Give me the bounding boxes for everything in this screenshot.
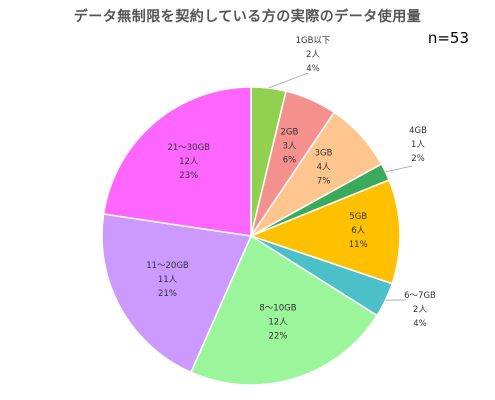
slice-percent-label: 22% <box>269 331 288 341</box>
pie-slices <box>101 86 401 386</box>
leader-line-1 <box>268 72 309 89</box>
chart-title: データ無制限を契約している方の実際のデータ使用量 <box>73 9 422 25</box>
slice-category-label: 3GB <box>315 149 333 159</box>
pie-slice-5 <box>248 179 401 285</box>
slice-category-label: 5GB <box>349 212 367 222</box>
sample-size-label: n=53 <box>427 29 469 47</box>
slice-count-label: 11人 <box>158 275 178 285</box>
slice-percent-label: 7% <box>317 177 331 187</box>
pie-slice-9 <box>102 86 252 237</box>
slice-count-label: 6人 <box>351 226 365 236</box>
slice-category-label: 8～10GB <box>259 303 296 313</box>
slice-category-label: 2GB <box>281 128 299 138</box>
slice-category-label: 6～7GB <box>404 291 436 301</box>
slice-category-label: 21～30GB <box>167 143 210 153</box>
slice-count-label: 1人 <box>411 140 425 150</box>
slice-percent-label: 4% <box>413 319 427 329</box>
slice-percent-label: 2% <box>411 154 425 164</box>
data-labels: 1GB以下 2人 4% 2GB 3人 6% 3GB 4人 7% 4GB 1人 2% 5GB 6人 11% 6～… <box>146 36 436 341</box>
slice-count-label: 4人 <box>317 163 331 173</box>
slice-percent-label: 6% <box>283 156 297 166</box>
slice-percent-label: 21% <box>158 289 177 299</box>
slice-count-label: 12人 <box>179 157 199 167</box>
slice-percent-label: 4% <box>306 64 320 74</box>
pie-slice-8 <box>101 213 253 374</box>
pie-slice-7 <box>189 234 379 386</box>
slice-category-label: 1GB以下 <box>296 36 331 46</box>
slice-percent-label: 11% <box>349 240 368 250</box>
leader-lines <box>268 72 413 301</box>
slice-count-label: 2人 <box>413 305 427 315</box>
slice-category-label: 4GB <box>409 126 427 136</box>
slice-percent-label: 23% <box>179 171 198 181</box>
slice-category-label: 11～20GB <box>146 261 189 271</box>
slice-count-label: 2人 <box>306 50 320 60</box>
slice-count-label: 3人 <box>282 142 296 152</box>
leader-line-4 <box>385 165 413 173</box>
slice-count-label: 12人 <box>268 317 288 327</box>
